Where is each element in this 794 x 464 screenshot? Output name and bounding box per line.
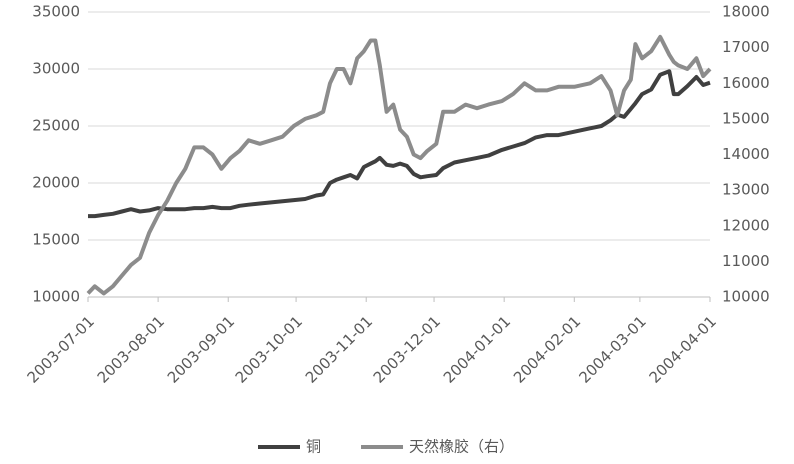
x-tick-label: 2004-01-01 <box>440 312 514 386</box>
y2-tick-label: 15000 <box>722 109 770 127</box>
x-tick-label: 2003-09-01 <box>164 312 238 386</box>
y-tick-label: 10000 <box>32 288 80 306</box>
y2-tick-label: 16000 <box>722 74 770 92</box>
y-tick-label: 30000 <box>32 60 80 78</box>
x-tick-label: 2003-11-01 <box>302 312 376 386</box>
y-tick-label: 25000 <box>32 117 80 135</box>
y2-tick-label: 18000 <box>722 3 770 21</box>
y2-tick-label: 13000 <box>722 181 770 199</box>
series-line <box>88 69 711 219</box>
y2-tick-label: 14000 <box>722 145 770 163</box>
x-tick-label: 2003-07-01 <box>24 312 98 386</box>
x-tick-label: 2004-03-01 <box>576 312 650 386</box>
legend-label: 天然橡胶（右） <box>409 438 514 456</box>
x-tick-label: 2004-02-01 <box>510 312 584 386</box>
y2-tick-label: 10000 <box>722 288 770 306</box>
legend-label: 铜 <box>306 438 321 456</box>
x-tick-label: 2003-08-01 <box>94 312 168 386</box>
y2-tick-label: 12000 <box>722 216 770 234</box>
y2-tick-label: 11000 <box>722 252 770 270</box>
series-line <box>86 34 712 296</box>
x-tick-label: 2004-04-01 <box>646 312 720 386</box>
y-tick-label: 15000 <box>32 231 80 249</box>
y2-tick-label: 17000 <box>722 38 770 56</box>
y-tick-label: 35000 <box>32 3 80 21</box>
x-tick-label: 2003-12-01 <box>370 312 444 386</box>
y-tick-label: 20000 <box>32 174 80 192</box>
x-tick-label: 2003-10-01 <box>232 312 306 386</box>
